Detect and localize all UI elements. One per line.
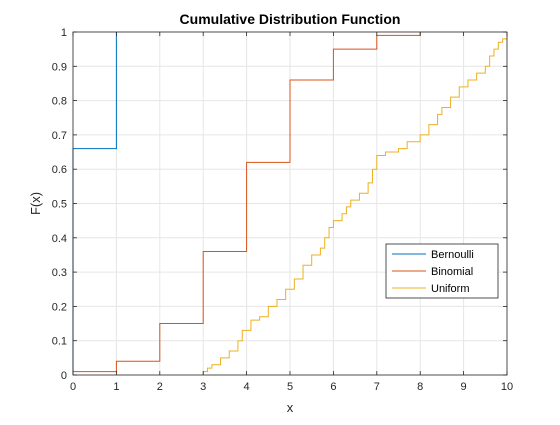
x-axis-label: x [287, 400, 294, 415]
x-tick-label: 3 [200, 381, 206, 393]
legend: Bernoulli Binomial Uniform [386, 244, 498, 298]
y-tick-label: 0.3 [52, 267, 67, 279]
chart-title: Cumulative Distribution Function [180, 11, 401, 27]
y-tick-label: 0 [61, 370, 67, 382]
y-tick-label: 1 [61, 27, 67, 39]
y-tick-label: 0.2 [52, 301, 67, 313]
bernoulli-legend-label: Bernoulli [431, 249, 474, 261]
uniform-legend-label: Uniform [431, 283, 470, 295]
x-tick-label: 2 [157, 381, 163, 393]
y-tick-label: 0.9 [52, 61, 67, 73]
y-tick-label: 0.6 [52, 164, 67, 176]
x-tick-label: 4 [244, 381, 250, 393]
y-tick-label: 0.5 [52, 199, 67, 211]
x-tick-label: 7 [374, 381, 380, 393]
x-tick-label: 5 [287, 381, 293, 393]
x-tick-label: 6 [330, 381, 336, 393]
y-tick-label: 0.4 [52, 233, 67, 245]
x-tick-label: 0 [70, 381, 76, 393]
x-tick-label: 1 [113, 381, 119, 393]
binomial-legend-label: Binomial [431, 266, 473, 278]
x-tick-label: 8 [417, 381, 423, 393]
y-tick-label: 0.8 [52, 96, 67, 108]
x-tick-label: 10 [501, 381, 513, 393]
x-tick-label: 9 [461, 381, 467, 393]
y-tick-label: 0.1 [52, 336, 67, 348]
y-axis-label: F(x) [28, 192, 43, 215]
y-tick-label: 0.7 [52, 130, 67, 142]
